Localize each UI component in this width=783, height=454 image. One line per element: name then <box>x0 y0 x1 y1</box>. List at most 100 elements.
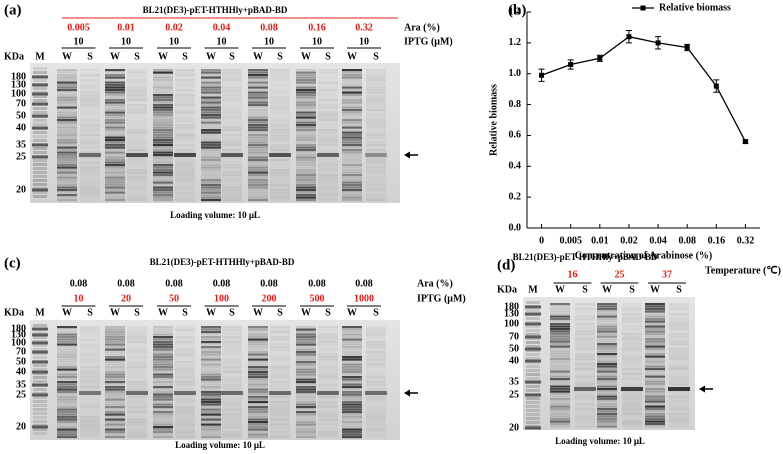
soluble-smear <box>366 361 386 364</box>
whole-cell-band <box>105 109 125 112</box>
whole-cell-band <box>296 436 316 439</box>
soluble-smear <box>80 386 100 389</box>
whole-cell-band <box>153 101 173 104</box>
whole-cell-band <box>597 420 617 423</box>
soluble-smear <box>80 114 100 116</box>
whole-cell-band <box>57 179 77 182</box>
whole-cell-band <box>153 346 173 349</box>
whole-cell-band <box>105 393 125 396</box>
marker-smear <box>33 99 47 102</box>
row2-value: 10 <box>74 293 84 304</box>
whole-cell-band <box>296 333 316 336</box>
soluble-smear <box>366 423 386 426</box>
row2-value: 10 <box>312 36 322 47</box>
soluble-smear <box>575 306 595 308</box>
whole-cell-band <box>342 378 362 381</box>
whole-cell-band <box>153 91 173 94</box>
soluble-smear <box>669 413 689 416</box>
whole-cell-band <box>296 104 316 107</box>
whole-cell-band <box>296 136 316 139</box>
whole-cell-band <box>296 401 316 404</box>
soluble-smear <box>127 426 147 428</box>
whole-cell-band <box>201 326 221 329</box>
whole-cell-band <box>645 395 665 398</box>
soluble-smear <box>270 373 290 376</box>
whole-cell-band <box>597 323 617 326</box>
whole-cell-band <box>248 134 268 137</box>
x-axis-label: Concentration of Arabinose (%) <box>575 250 713 261</box>
soluble-smear <box>575 330 595 333</box>
soluble-smear <box>318 399 338 401</box>
marker-smear <box>33 372 47 375</box>
whole-cell-band <box>248 139 268 142</box>
whole-cell-band <box>296 74 316 77</box>
row1-value: 0.02 <box>165 22 183 33</box>
soluble-smear <box>222 107 242 109</box>
soluble-smear <box>127 353 147 356</box>
whole-cell-band <box>153 86 173 89</box>
soluble-smear <box>575 325 595 328</box>
soluble-smear <box>222 111 242 114</box>
soluble-smear <box>175 341 195 344</box>
whole-cell-band <box>201 94 221 97</box>
soluble-smear <box>270 186 290 189</box>
whole-cell-band <box>153 116 173 119</box>
whole-cell-band <box>57 119 77 122</box>
whole-cell-band <box>105 149 125 152</box>
whole-cell-band <box>597 318 617 321</box>
whole-cell-band <box>57 99 77 102</box>
soluble-smear <box>366 166 386 169</box>
whole-cell-band <box>296 114 316 117</box>
whole-cell-band <box>105 366 125 369</box>
whole-cell-band <box>342 353 362 356</box>
whole-cell-band <box>342 356 362 359</box>
soluble-smear <box>669 403 689 405</box>
whole-cell-band <box>105 81 125 84</box>
whole-cell-band <box>57 121 77 124</box>
lane-label: S <box>582 284 588 295</box>
target-band <box>221 391 243 395</box>
marker-band <box>32 360 48 364</box>
soluble-smear <box>127 381 147 384</box>
whole-cell-band <box>201 124 221 127</box>
soluble-smear <box>175 376 195 379</box>
soluble-smear <box>175 373 195 376</box>
whole-cell-band <box>645 318 665 321</box>
whole-cell-band <box>342 151 362 154</box>
whole-cell-band <box>57 406 77 409</box>
whole-cell-band <box>201 403 221 406</box>
marker-smear <box>526 301 540 304</box>
whole-cell-band <box>201 353 221 356</box>
soluble-smear <box>127 189 147 192</box>
whole-cell-band <box>248 381 268 384</box>
soluble-smear <box>318 69 338 72</box>
soluble-smear <box>222 346 242 349</box>
soluble-smear <box>80 111 100 114</box>
soluble-smear <box>175 353 195 356</box>
soluble-smear <box>270 423 290 426</box>
whole-cell-band <box>248 421 268 424</box>
soluble-smear <box>175 159 195 162</box>
marker-smear <box>526 421 540 424</box>
marker-smear <box>526 313 540 316</box>
soluble-smear <box>175 371 195 374</box>
soluble-smear <box>127 371 147 373</box>
soluble-smear <box>318 409 338 411</box>
soluble-smear <box>175 199 195 202</box>
soluble-smear <box>669 368 689 371</box>
panel-label: (d) <box>497 257 515 273</box>
whole-cell-band <box>342 136 362 139</box>
soluble-smear <box>622 315 642 318</box>
whole-cell-band <box>342 199 362 202</box>
whole-cell-band <box>57 363 77 366</box>
whole-cell-band <box>248 184 268 187</box>
whole-cell-band <box>201 84 221 87</box>
target-band <box>621 387 643 391</box>
soluble-smear <box>222 176 242 179</box>
whole-cell-band <box>597 400 617 403</box>
soluble-smear <box>222 174 242 177</box>
whole-cell-band <box>57 156 77 159</box>
target-band <box>174 153 196 157</box>
soluble-smear <box>175 359 195 361</box>
row2-value: 10 <box>74 36 84 47</box>
